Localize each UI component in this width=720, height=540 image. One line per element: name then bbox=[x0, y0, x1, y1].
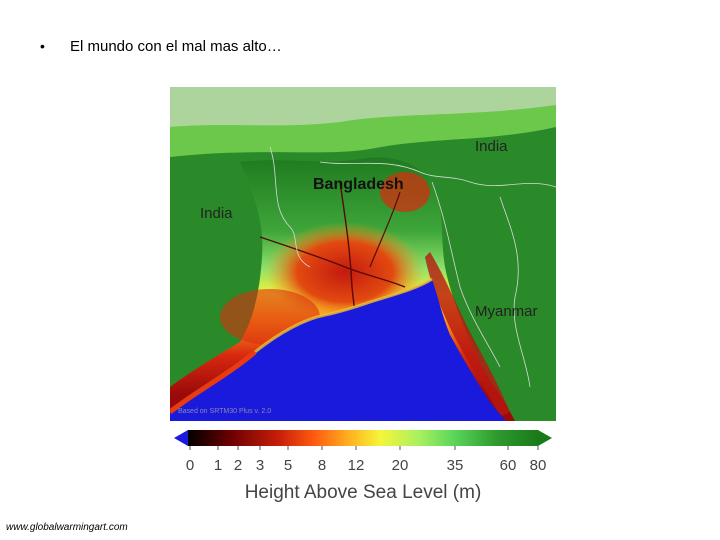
legend-tick-label: 60 bbox=[500, 457, 517, 474]
elevation-legend: 0 1 2 3 5 8 12 20 35 60 80 Height Above Sea Level … bbox=[170, 426, 556, 506]
legend-tick-group: 0 1 2 3 5 8 12 20 35 60 80 bbox=[186, 446, 547, 474]
label-india-east: India bbox=[475, 138, 508, 155]
border-line bbox=[499, 196, 531, 388]
legend-colorbar bbox=[188, 430, 538, 446]
legend-tick-label: 12 bbox=[348, 457, 365, 474]
legend-sea-arrow bbox=[174, 430, 188, 446]
border-line bbox=[431, 181, 501, 368]
source-credit: www.globalwarmingart.com bbox=[6, 522, 128, 533]
river bbox=[369, 191, 401, 268]
legend-tick-label: 0 bbox=[186, 457, 194, 474]
elevation-map: India Bangladesh India Myanmar Based on … bbox=[170, 87, 556, 421]
label-bangladesh: Bangladesh bbox=[313, 176, 404, 193]
sundarbans-fringe bbox=[254, 277, 433, 354]
legend-tick-label: 35 bbox=[447, 457, 464, 474]
river bbox=[259, 236, 406, 288]
label-myanmar: Myanmar bbox=[475, 303, 538, 320]
legend-tick-label: 2 bbox=[234, 457, 242, 474]
chittagong-coast bbox=[425, 252, 510, 417]
legend-tick-label: 3 bbox=[256, 457, 264, 474]
himalayan-foothills bbox=[170, 87, 556, 127]
west-coast-fringe bbox=[170, 350, 257, 414]
border-line bbox=[269, 146, 311, 268]
legend-title: Height Above Sea Level (m) bbox=[245, 482, 482, 503]
sylhet-depression bbox=[380, 172, 430, 212]
legend-tick-label: 20 bbox=[392, 457, 409, 474]
legend-high-arrow bbox=[538, 430, 552, 446]
label-india-west: India bbox=[200, 205, 233, 222]
legend-tick-label: 8 bbox=[318, 457, 326, 474]
bay-of-bengal bbox=[170, 279, 506, 421]
legend-tick-label: 1 bbox=[214, 457, 222, 474]
legend-tick-label: 5 bbox=[284, 457, 292, 474]
map-watermark: Based on SRTM30 Plus v. 2.0 bbox=[178, 408, 271, 415]
bullet-marker: • bbox=[40, 38, 45, 54]
border-line bbox=[319, 161, 556, 188]
slide-title: El mundo con el mal mas alto… bbox=[70, 38, 282, 55]
legend-tick-label: 80 bbox=[530, 457, 547, 474]
